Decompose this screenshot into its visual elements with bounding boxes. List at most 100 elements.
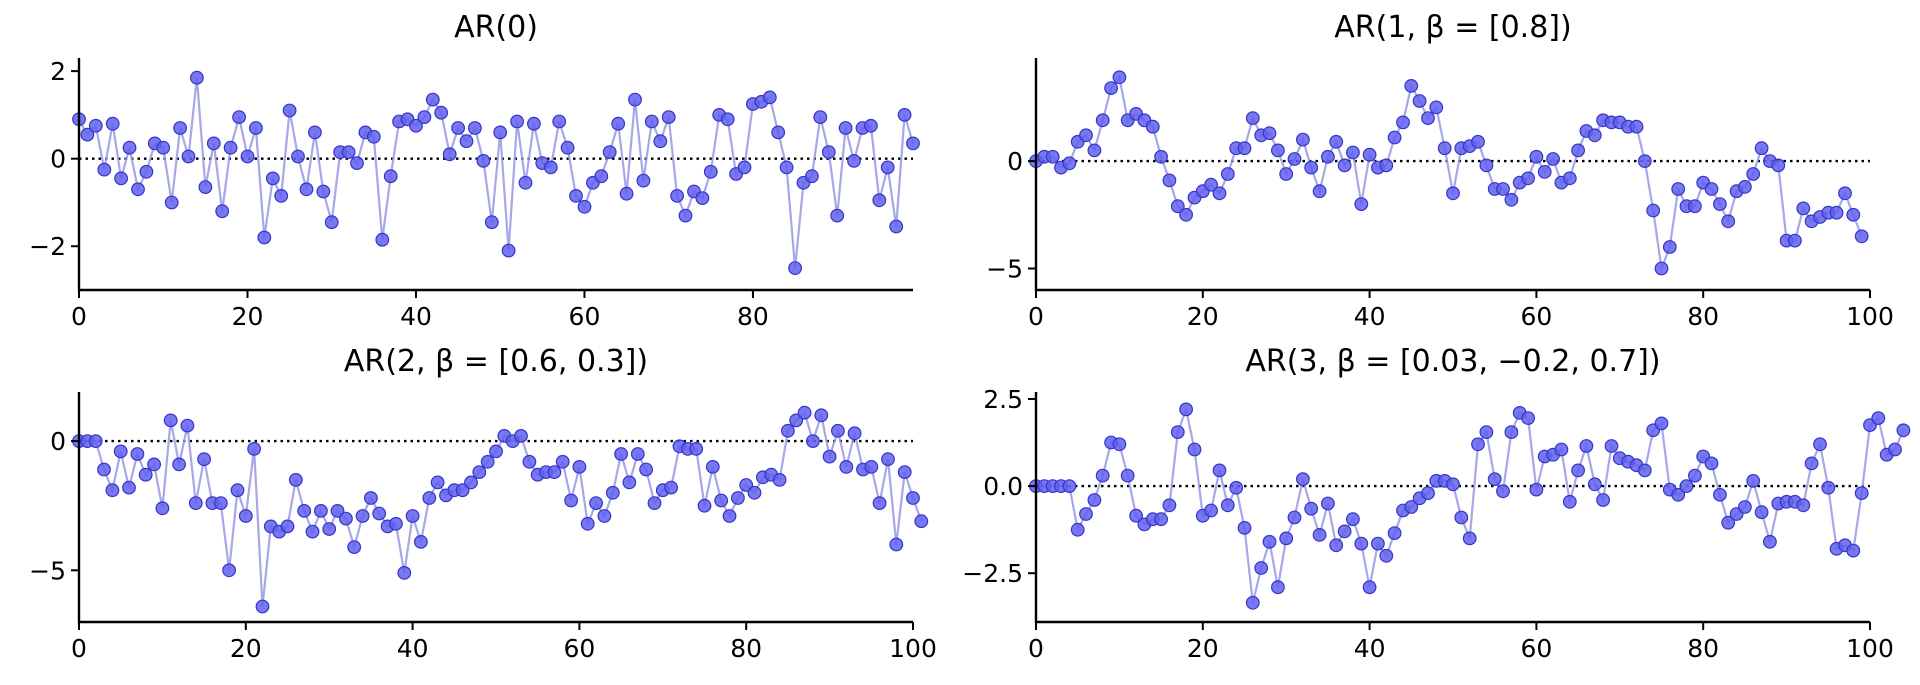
data-point (248, 121, 263, 135)
data-point (1062, 479, 1077, 494)
data-point (1896, 423, 1911, 438)
data-point (555, 454, 570, 469)
x-tick-label: 100 (1846, 634, 1894, 663)
data-point (1746, 167, 1761, 181)
data-point (1721, 515, 1736, 530)
y-tick-label: 0 (50, 427, 66, 456)
data-point (1529, 149, 1544, 164)
data-point (602, 145, 617, 160)
data-point (1337, 158, 1352, 173)
data-point (914, 514, 929, 529)
data-point (805, 169, 819, 184)
y-tick-label: 0 (1007, 147, 1023, 176)
data-point (299, 182, 314, 197)
data-point (1829, 205, 1844, 220)
data-point (1746, 474, 1761, 488)
data-point (1412, 94, 1427, 108)
x-tick-label: 20 (230, 634, 262, 663)
data-point (113, 444, 128, 459)
data-point (639, 462, 653, 477)
data-point (703, 164, 718, 179)
data-point (97, 462, 111, 477)
data-point (1687, 199, 1702, 214)
data-point (1737, 500, 1752, 514)
data-point (1446, 186, 1460, 201)
data-point (831, 423, 845, 438)
data-point (1270, 580, 1285, 595)
data-point (1245, 111, 1260, 125)
data-point (1362, 147, 1377, 162)
data-point (889, 537, 904, 552)
data-point (1162, 173, 1177, 188)
data-point (1204, 503, 1218, 518)
x-tick-label: 0 (1028, 302, 1044, 331)
data-point (434, 105, 449, 120)
data-point (442, 147, 457, 162)
data-point (1504, 425, 1519, 440)
data-point (322, 522, 337, 536)
data-point (580, 516, 595, 531)
panel-ar2: AR(2, β = [0.6, 0.3]) 0 20 40 60 80 100 −5 0 (29, 344, 937, 663)
data-point (1546, 152, 1560, 166)
data-point (1771, 158, 1786, 173)
data-point (630, 447, 645, 461)
data-point (547, 465, 562, 480)
data-point (838, 121, 853, 135)
data-point (464, 475, 478, 490)
x-tick-label: 0 (71, 634, 87, 663)
data-point (1304, 501, 1319, 516)
data-point (772, 473, 787, 487)
data-point (1437, 141, 1452, 156)
data-point (1762, 534, 1777, 549)
data-point (881, 452, 895, 467)
data-point (722, 509, 737, 523)
data-point (1821, 480, 1836, 495)
data-point (1345, 512, 1360, 527)
data-point (222, 563, 237, 578)
data-point (198, 180, 213, 195)
data-point (564, 493, 578, 508)
data-point (1304, 160, 1319, 175)
data-point (1062, 156, 1077, 171)
data-point (480, 454, 495, 469)
data-point (830, 208, 845, 223)
data-point (789, 413, 804, 428)
data-point (156, 140, 171, 155)
data-point (324, 215, 339, 230)
data-point (1537, 164, 1552, 179)
data-point (1804, 456, 1819, 471)
data-point (383, 169, 398, 184)
data-point (173, 121, 188, 135)
data-point (105, 116, 120, 131)
data-point (1287, 152, 1302, 166)
data-point (611, 116, 626, 131)
data-point (197, 452, 212, 467)
data-point (1562, 171, 1577, 186)
data-point (779, 160, 794, 175)
data-point (1337, 524, 1352, 539)
data-point (1846, 543, 1861, 558)
data-point (288, 473, 303, 487)
data-point (1787, 233, 1802, 248)
data-point (1504, 192, 1519, 207)
data-point (230, 483, 245, 498)
y-tick-label: −5 (29, 556, 66, 585)
data-point (238, 509, 253, 523)
data-point (455, 483, 470, 498)
data-point (572, 460, 587, 474)
data-point (1471, 134, 1485, 149)
x-tick-label: 20 (1187, 302, 1219, 331)
data-point (1262, 534, 1277, 549)
data-point (1521, 171, 1535, 186)
x-tick-label: 80 (1687, 634, 1719, 663)
data-point (797, 405, 812, 420)
data-point (1295, 132, 1310, 147)
data-point (1287, 510, 1302, 525)
data-point (138, 467, 153, 482)
data-point (1662, 240, 1677, 254)
data-point (569, 188, 583, 203)
data-point (308, 125, 322, 140)
data-point (1070, 522, 1085, 537)
data-point (255, 599, 270, 614)
